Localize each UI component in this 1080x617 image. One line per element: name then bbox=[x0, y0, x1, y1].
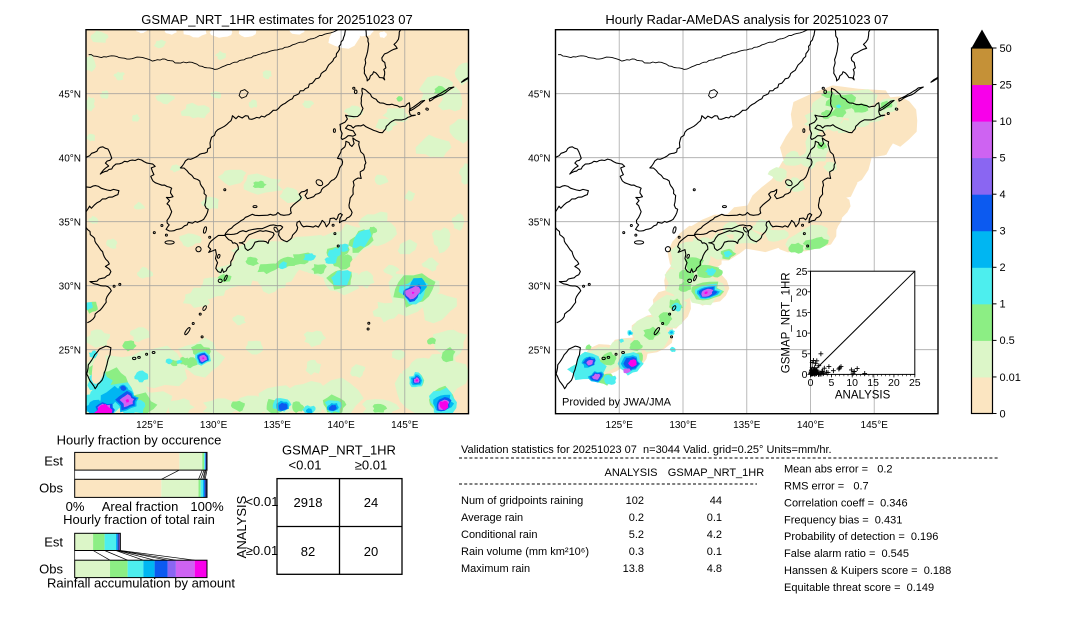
svg-text:10: 10 bbox=[1000, 116, 1012, 128]
svg-text:25: 25 bbox=[1000, 79, 1012, 91]
svg-text:20: 20 bbox=[796, 287, 808, 299]
svg-text:0.3: 0.3 bbox=[629, 546, 644, 558]
svg-text:15: 15 bbox=[796, 307, 808, 319]
svg-text:0.5: 0.5 bbox=[1000, 335, 1015, 347]
svg-text:30°N: 30°N bbox=[528, 281, 550, 292]
svg-text:25: 25 bbox=[796, 266, 808, 278]
svg-text:Average rain: Average rain bbox=[461, 512, 523, 524]
svg-text:4: 4 bbox=[1000, 189, 1006, 201]
svg-text:≥0.01: ≥0.01 bbox=[355, 458, 387, 473]
svg-text:Hourly Radar-AMeDAS analysis f: Hourly Radar-AMeDAS analysis for 2025102… bbox=[605, 12, 888, 27]
svg-text:Num of gridpoints raining: Num of gridpoints raining bbox=[461, 495, 583, 507]
svg-text:Est: Est bbox=[44, 535, 63, 550]
svg-text:Equitable threat score = 0.14: Equitable threat score = 0.149 bbox=[784, 582, 934, 594]
svg-text:130°E: 130°E bbox=[669, 420, 697, 431]
svg-text:45°N: 45°N bbox=[528, 89, 550, 100]
svg-text:20: 20 bbox=[888, 377, 900, 389]
svg-text:≥0.01: ≥0.01 bbox=[246, 543, 278, 558]
svg-text:GSMAP_NRT_1HR estimates for 20: GSMAP_NRT_1HR estimates for 20251023 07 bbox=[141, 12, 412, 27]
svg-text:102: 102 bbox=[626, 495, 644, 507]
svg-text:2918: 2918 bbox=[294, 495, 323, 510]
svg-text:0.01: 0.01 bbox=[1000, 372, 1021, 384]
svg-text:30°N: 30°N bbox=[59, 281, 81, 292]
svg-text:ANALYSIS: ANALYSIS bbox=[605, 467, 658, 479]
svg-text:100%: 100% bbox=[190, 499, 224, 514]
svg-text:GSMAP_NRT_1HR: GSMAP_NRT_1HR bbox=[668, 467, 764, 479]
svg-text:24: 24 bbox=[364, 495, 378, 510]
svg-text:ANALYSIS: ANALYSIS bbox=[234, 495, 249, 558]
svg-text:Correlation coeff = 0.346: Correlation coeff = 0.346 bbox=[784, 497, 908, 509]
svg-text:Rainfall accumulation by amoun: Rainfall accumulation by amount bbox=[47, 576, 235, 591]
svg-text:82: 82 bbox=[301, 544, 315, 559]
svg-text:40°N: 40°N bbox=[59, 153, 81, 164]
svg-text:0: 0 bbox=[802, 369, 808, 381]
svg-text:135°E: 135°E bbox=[264, 420, 292, 431]
svg-text:Provided by JWA/JMA: Provided by JWA/JMA bbox=[562, 397, 672, 409]
svg-text:<0.01: <0.01 bbox=[246, 494, 279, 509]
svg-text:125°E: 125°E bbox=[606, 420, 634, 431]
svg-text:Validation statistics for 2025: Validation statistics for 20251023 07 n=… bbox=[461, 444, 832, 456]
svg-text:3: 3 bbox=[1000, 226, 1006, 238]
svg-text:140°E: 140°E bbox=[327, 420, 355, 431]
svg-text:145°E: 145°E bbox=[391, 420, 419, 431]
svg-text:GSMAP_NRT_1HR: GSMAP_NRT_1HR bbox=[781, 272, 793, 373]
svg-text:35°N: 35°N bbox=[59, 217, 81, 228]
svg-text:10: 10 bbox=[846, 377, 858, 389]
svg-text:ANALYSIS: ANALYSIS bbox=[835, 389, 891, 401]
svg-text:25°N: 25°N bbox=[59, 345, 81, 356]
svg-text:50: 50 bbox=[1000, 43, 1012, 55]
svg-text:Obs: Obs bbox=[39, 481, 63, 496]
svg-text:145°E: 145°E bbox=[861, 420, 889, 431]
svg-text:Frequency bias = 0.431: Frequency bias = 0.431 bbox=[784, 514, 902, 526]
svg-text:4.8: 4.8 bbox=[707, 563, 722, 575]
svg-text:0.1: 0.1 bbox=[707, 512, 722, 524]
svg-text:15: 15 bbox=[867, 377, 879, 389]
svg-text:0: 0 bbox=[1000, 408, 1006, 420]
svg-text:2: 2 bbox=[1000, 262, 1006, 274]
svg-text:5.2: 5.2 bbox=[629, 529, 644, 541]
svg-text:0%: 0% bbox=[66, 499, 85, 514]
svg-text:4.2: 4.2 bbox=[707, 529, 722, 541]
svg-text:45°N: 45°N bbox=[59, 89, 81, 100]
svg-text:5: 5 bbox=[802, 349, 808, 361]
svg-text:40°N: 40°N bbox=[528, 153, 550, 164]
svg-text:140°E: 140°E bbox=[797, 420, 825, 431]
svg-text:RMS error = 0.7: RMS error = 0.7 bbox=[784, 481, 869, 493]
svg-text:25: 25 bbox=[909, 377, 921, 389]
svg-text:Maximum rain: Maximum rain bbox=[461, 563, 530, 575]
svg-text:0.2: 0.2 bbox=[629, 512, 644, 524]
svg-text:Conditional rain: Conditional rain bbox=[461, 529, 537, 541]
svg-text:Obs: Obs bbox=[39, 562, 63, 577]
svg-text:Est: Est bbox=[44, 454, 63, 469]
svg-text:Mean abs error = 0.2: Mean abs error = 0.2 bbox=[784, 464, 893, 476]
svg-text:GSMAP_NRT_1HR: GSMAP_NRT_1HR bbox=[282, 443, 396, 458]
svg-text:Hourly fraction by occurence: Hourly fraction by occurence bbox=[57, 433, 222, 448]
svg-text:0: 0 bbox=[808, 377, 814, 389]
svg-text:Hourly fraction of total rain: Hourly fraction of total rain bbox=[63, 512, 215, 527]
svg-text:44: 44 bbox=[710, 495, 722, 507]
svg-text:Areal fraction: Areal fraction bbox=[102, 499, 179, 514]
svg-text:<0.01: <0.01 bbox=[289, 458, 322, 473]
svg-text:135°E: 135°E bbox=[733, 420, 761, 431]
svg-text:Hanssen & Kuipers score = 0.1: Hanssen & Kuipers score = 0.188 bbox=[784, 565, 951, 577]
svg-text:1: 1 bbox=[1000, 299, 1006, 311]
svg-text:10: 10 bbox=[796, 328, 808, 340]
svg-text:25°N: 25°N bbox=[528, 345, 550, 356]
svg-text:Rain volume (mm km²10⁶): Rain volume (mm km²10⁶) bbox=[461, 546, 589, 558]
svg-text:13.8: 13.8 bbox=[623, 563, 644, 575]
svg-text:False alarm ratio = 0.545: False alarm ratio = 0.545 bbox=[784, 548, 909, 560]
svg-text:5: 5 bbox=[828, 377, 834, 389]
svg-text:130°E: 130°E bbox=[200, 420, 228, 431]
svg-text:125°E: 125°E bbox=[136, 420, 164, 431]
svg-text:20: 20 bbox=[364, 544, 378, 559]
svg-text:0.1: 0.1 bbox=[707, 546, 722, 558]
svg-text:5: 5 bbox=[1000, 152, 1006, 164]
svg-text:Probability of detection = 0.: Probability of detection = 0.196 bbox=[784, 531, 938, 543]
svg-text:35°N: 35°N bbox=[528, 217, 550, 228]
